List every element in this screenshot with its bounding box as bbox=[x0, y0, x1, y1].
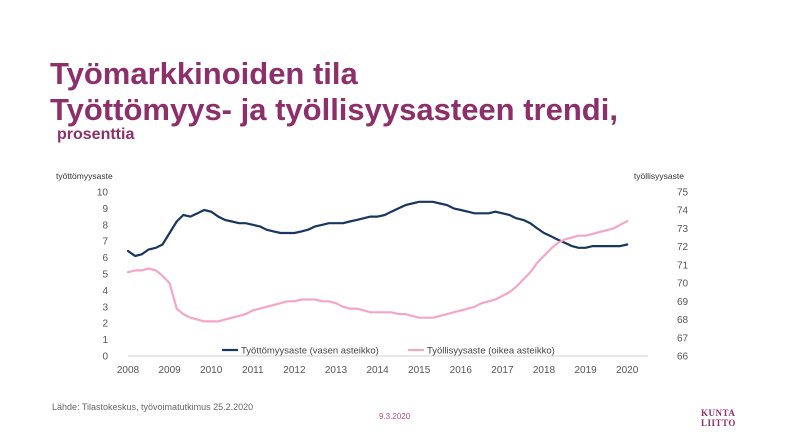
x-tick-2011: 2011 bbox=[242, 365, 264, 376]
x-tick-2012: 2012 bbox=[283, 365, 306, 376]
title-line-1: Työmarkkinoiden tila bbox=[50, 56, 358, 91]
y-tick-right-67: 67 bbox=[677, 333, 689, 344]
y-tick-left-6: 6 bbox=[102, 253, 108, 264]
y-tick-left-3: 3 bbox=[102, 302, 108, 313]
x-tick-2020: 2020 bbox=[616, 365, 639, 376]
x-tick-2014: 2014 bbox=[366, 365, 389, 376]
x-tick-2013: 2013 bbox=[325, 365, 348, 376]
x-tick-2019: 2019 bbox=[574, 365, 597, 376]
y-tick-left-2: 2 bbox=[102, 319, 108, 330]
x-tick-2017: 2017 bbox=[491, 365, 514, 376]
y-tick-left-7: 7 bbox=[102, 237, 108, 248]
y-tick-left-1: 1 bbox=[102, 335, 108, 346]
svg-text:LIITTO: LIITTO bbox=[701, 418, 736, 428]
y-tick-right-68: 68 bbox=[677, 315, 689, 326]
y-tick-right-71: 71 bbox=[677, 260, 689, 271]
x-tick-2009: 2009 bbox=[158, 365, 181, 376]
y-tick-left-5: 5 bbox=[102, 270, 108, 281]
y-tick-left-0: 0 bbox=[102, 352, 108, 363]
page-subtitle: prosenttia bbox=[57, 126, 135, 143]
svg-text:KUNTA: KUNTA bbox=[701, 408, 735, 418]
y-tick-left-9: 9 bbox=[102, 204, 108, 215]
legend-label-employment: Työllisyysaste (oikea asteikko) bbox=[427, 346, 555, 357]
y-tick-left-4: 4 bbox=[102, 286, 108, 297]
y-tick-right-66: 66 bbox=[677, 352, 689, 363]
slide-date: 9.3.2020 bbox=[379, 412, 411, 421]
y-tick-right-73: 73 bbox=[677, 224, 689, 235]
x-tick-2008: 2008 bbox=[117, 365, 140, 376]
title-line-2: Työttömyys- ja työllisyysasteen trendi, bbox=[50, 92, 618, 127]
y-tick-right-74: 74 bbox=[677, 206, 689, 217]
legend-label-unemployment: Työttömyysaste (vasen asteikko) bbox=[241, 346, 379, 357]
y-axis-label-right: työllisyysaste bbox=[634, 171, 684, 181]
page-title: Työmarkkinoiden tila Työttömyys- ja työl… bbox=[50, 56, 618, 128]
y-tick-left-8: 8 bbox=[102, 220, 108, 231]
y-tick-right-72: 72 bbox=[677, 242, 689, 253]
y-tick-left-10: 10 bbox=[97, 188, 109, 199]
series-line-unemployment bbox=[126, 200, 629, 258]
y-axis-label-left: työttömyysaste bbox=[56, 171, 113, 181]
x-tick-2018: 2018 bbox=[533, 365, 556, 376]
series-line-employment bbox=[126, 220, 629, 323]
x-tick-2010: 2010 bbox=[200, 365, 223, 376]
y-tick-right-69: 69 bbox=[677, 297, 689, 308]
x-tick-2015: 2015 bbox=[408, 365, 431, 376]
kuntaliitto-logo: KUNTA LIITTO bbox=[701, 408, 736, 428]
source-note: Lähde: Tilastokeskus, työvoimatutkimus 2… bbox=[52, 402, 254, 412]
y-tick-right-75: 75 bbox=[677, 188, 689, 199]
y-tick-right-70: 70 bbox=[677, 279, 689, 290]
x-tick-2016: 2016 bbox=[450, 365, 473, 376]
